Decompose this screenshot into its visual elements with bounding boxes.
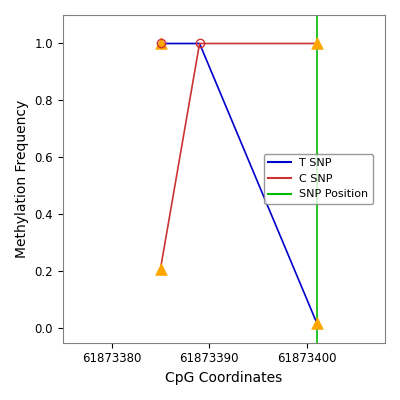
Point	[157, 40, 164, 47]
Point	[314, 40, 320, 47]
Point	[314, 320, 320, 326]
Legend: T SNP, C SNP, SNP Position: T SNP, C SNP, SNP Position	[264, 154, 373, 204]
Y-axis label: Methylation Frequency: Methylation Frequency	[15, 100, 29, 258]
Point	[157, 266, 164, 272]
X-axis label: CpG Coordinates: CpG Coordinates	[165, 371, 282, 385]
